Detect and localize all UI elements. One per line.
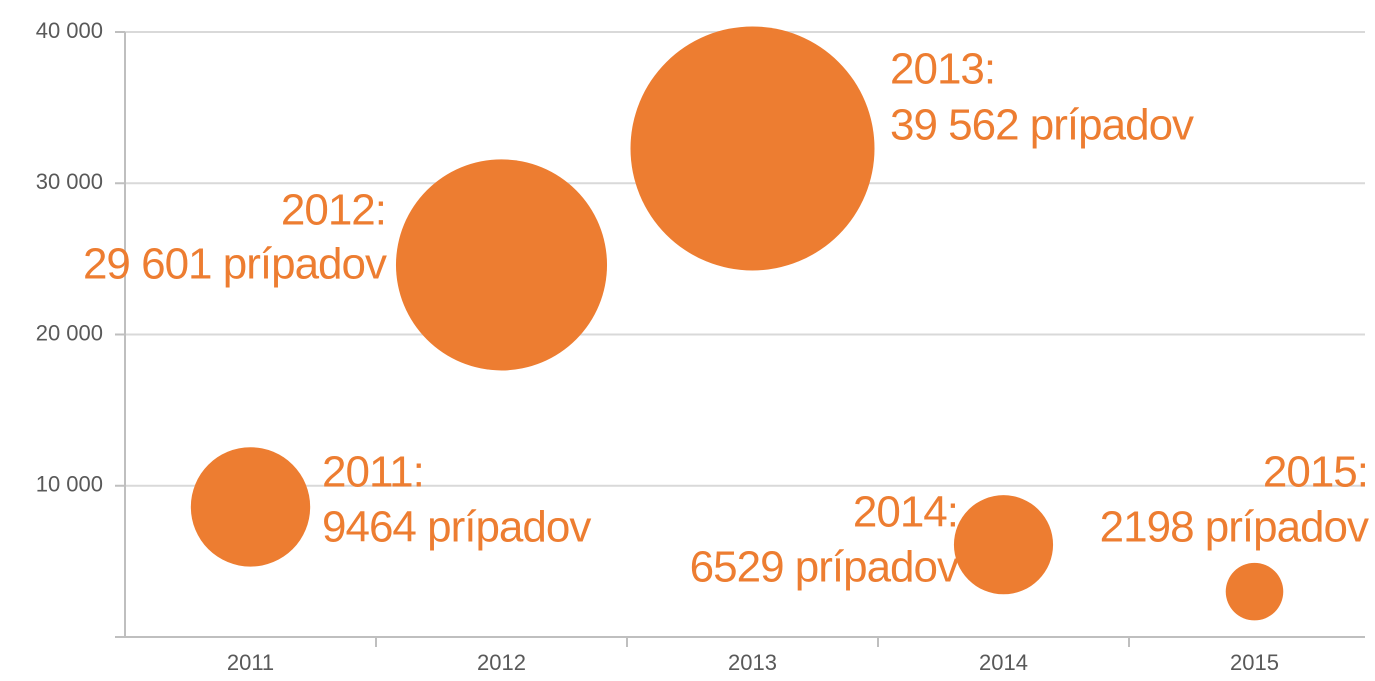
data-label: 2013: <box>890 45 995 94</box>
x-tick-label: 2014 <box>979 650 1028 675</box>
x-tick-label: 2015 <box>1230 650 1279 675</box>
bubble <box>953 495 1054 595</box>
y-tick-label: 40 000 <box>36 18 103 43</box>
x-tick-label: 2012 <box>477 650 526 675</box>
data-label: 6529 prípadov <box>690 543 959 592</box>
y-tick-label: 30 000 <box>36 169 103 194</box>
bubble <box>395 159 608 371</box>
data-label: 29 601 prípadov <box>83 240 387 289</box>
data-label: 2015: <box>1263 448 1368 497</box>
y-tick-label: 10 000 <box>36 472 103 497</box>
bubble <box>1225 562 1284 621</box>
data-label: 2198 prípadov <box>1100 503 1369 552</box>
data-label: 39 562 prípadov <box>890 101 1194 150</box>
data-label: 2012: <box>281 186 386 235</box>
bubble <box>630 26 875 271</box>
x-tick-label: 2011 <box>227 650 274 675</box>
x-tick-label: 2013 <box>728 650 777 675</box>
bubble <box>190 447 311 567</box>
y-tick-label: 20 000 <box>36 320 103 345</box>
data-label: 2011: <box>322 448 424 497</box>
data-label: 2014: <box>853 488 958 537</box>
data-label: 9464 prípadov <box>322 503 591 552</box>
